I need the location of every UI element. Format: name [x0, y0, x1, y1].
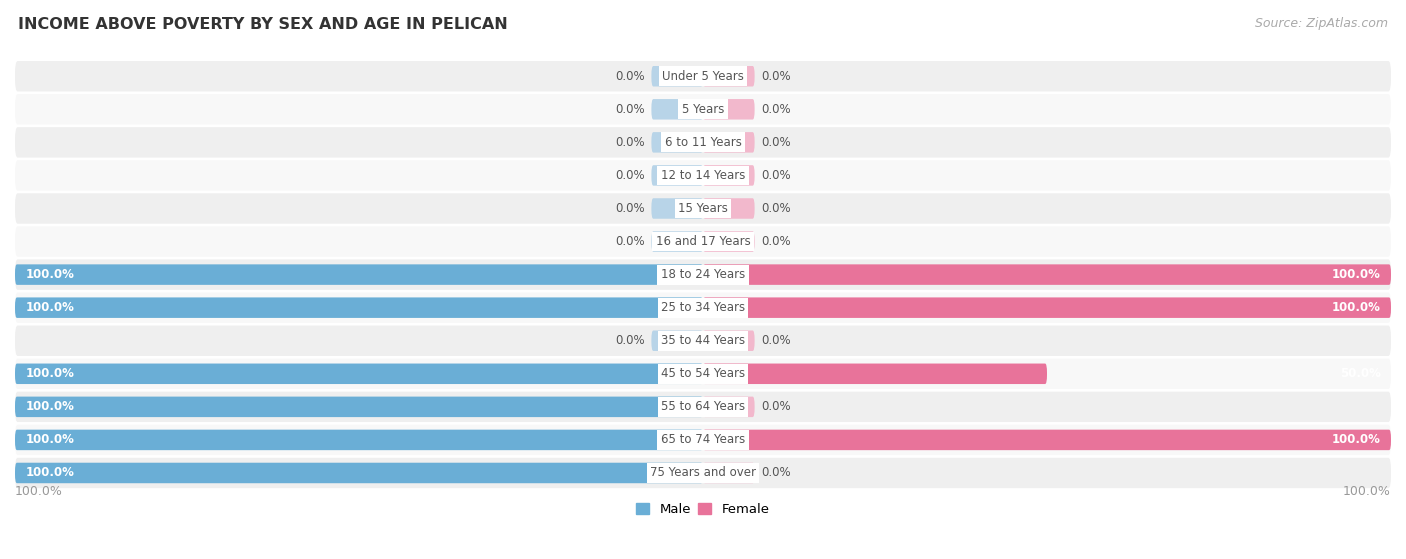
Text: 0.0%: 0.0% [614, 202, 644, 215]
FancyBboxPatch shape [15, 325, 1391, 356]
Text: 15 Years: 15 Years [678, 202, 728, 215]
Text: 0.0%: 0.0% [614, 136, 644, 149]
Legend: Male, Female: Male, Female [631, 498, 775, 522]
FancyBboxPatch shape [703, 330, 755, 351]
FancyBboxPatch shape [15, 193, 1391, 224]
Text: 35 to 44 Years: 35 to 44 Years [661, 334, 745, 347]
Text: 55 to 64 Years: 55 to 64 Years [661, 400, 745, 413]
Text: 100.0%: 100.0% [1343, 485, 1391, 498]
FancyBboxPatch shape [703, 363, 1047, 384]
FancyBboxPatch shape [15, 226, 1391, 257]
FancyBboxPatch shape [15, 396, 703, 417]
FancyBboxPatch shape [703, 430, 1391, 450]
Text: 0.0%: 0.0% [762, 400, 792, 413]
Text: 0.0%: 0.0% [762, 103, 792, 116]
Text: 100.0%: 100.0% [25, 466, 75, 480]
Text: 25 to 34 Years: 25 to 34 Years [661, 301, 745, 314]
Text: 0.0%: 0.0% [614, 70, 644, 83]
Text: 0.0%: 0.0% [614, 103, 644, 116]
FancyBboxPatch shape [703, 198, 755, 219]
FancyBboxPatch shape [651, 99, 703, 120]
Text: 100.0%: 100.0% [1331, 433, 1381, 447]
FancyBboxPatch shape [15, 127, 1391, 158]
FancyBboxPatch shape [703, 165, 755, 186]
FancyBboxPatch shape [15, 297, 703, 318]
FancyBboxPatch shape [703, 463, 755, 483]
Text: 50.0%: 50.0% [1340, 367, 1381, 380]
FancyBboxPatch shape [703, 66, 755, 87]
Text: 0.0%: 0.0% [762, 466, 792, 480]
Text: 100.0%: 100.0% [25, 400, 75, 413]
FancyBboxPatch shape [15, 458, 1391, 488]
Text: 12 to 14 Years: 12 to 14 Years [661, 169, 745, 182]
FancyBboxPatch shape [703, 132, 755, 153]
Text: 100.0%: 100.0% [25, 433, 75, 447]
FancyBboxPatch shape [703, 231, 755, 252]
FancyBboxPatch shape [651, 231, 703, 252]
FancyBboxPatch shape [15, 425, 1391, 455]
FancyBboxPatch shape [651, 165, 703, 186]
FancyBboxPatch shape [15, 160, 1391, 191]
FancyBboxPatch shape [15, 358, 1391, 389]
FancyBboxPatch shape [651, 330, 703, 351]
Text: 0.0%: 0.0% [762, 334, 792, 347]
Text: 100.0%: 100.0% [25, 367, 75, 380]
Text: Source: ZipAtlas.com: Source: ZipAtlas.com [1254, 17, 1388, 30]
Text: 100.0%: 100.0% [25, 301, 75, 314]
Text: 100.0%: 100.0% [15, 485, 63, 498]
Text: 16 and 17 Years: 16 and 17 Years [655, 235, 751, 248]
Text: 0.0%: 0.0% [762, 70, 792, 83]
FancyBboxPatch shape [15, 264, 703, 285]
FancyBboxPatch shape [703, 396, 755, 417]
FancyBboxPatch shape [703, 297, 1391, 318]
FancyBboxPatch shape [651, 132, 703, 153]
Text: 0.0%: 0.0% [762, 235, 792, 248]
Text: 0.0%: 0.0% [614, 235, 644, 248]
Text: 6 to 11 Years: 6 to 11 Years [665, 136, 741, 149]
Text: 45 to 54 Years: 45 to 54 Years [661, 367, 745, 380]
Text: 0.0%: 0.0% [614, 334, 644, 347]
Text: 100.0%: 100.0% [1331, 301, 1381, 314]
Text: 100.0%: 100.0% [1331, 268, 1381, 281]
Text: 0.0%: 0.0% [614, 169, 644, 182]
Text: Under 5 Years: Under 5 Years [662, 70, 744, 83]
FancyBboxPatch shape [651, 198, 703, 219]
Text: INCOME ABOVE POVERTY BY SEX AND AGE IN PELICAN: INCOME ABOVE POVERTY BY SEX AND AGE IN P… [18, 17, 508, 32]
Text: 65 to 74 Years: 65 to 74 Years [661, 433, 745, 447]
FancyBboxPatch shape [15, 292, 1391, 323]
FancyBboxPatch shape [15, 61, 1391, 92]
FancyBboxPatch shape [703, 264, 1391, 285]
Text: 5 Years: 5 Years [682, 103, 724, 116]
Text: 0.0%: 0.0% [762, 169, 792, 182]
Text: 75 Years and over: 75 Years and over [650, 466, 756, 480]
Text: 0.0%: 0.0% [762, 202, 792, 215]
Text: 0.0%: 0.0% [762, 136, 792, 149]
FancyBboxPatch shape [651, 66, 703, 87]
FancyBboxPatch shape [15, 363, 703, 384]
FancyBboxPatch shape [15, 392, 1391, 422]
FancyBboxPatch shape [15, 430, 703, 450]
FancyBboxPatch shape [15, 463, 703, 483]
Text: 18 to 24 Years: 18 to 24 Years [661, 268, 745, 281]
FancyBboxPatch shape [703, 99, 755, 120]
Text: 100.0%: 100.0% [25, 268, 75, 281]
FancyBboxPatch shape [15, 94, 1391, 125]
FancyBboxPatch shape [15, 259, 1391, 290]
